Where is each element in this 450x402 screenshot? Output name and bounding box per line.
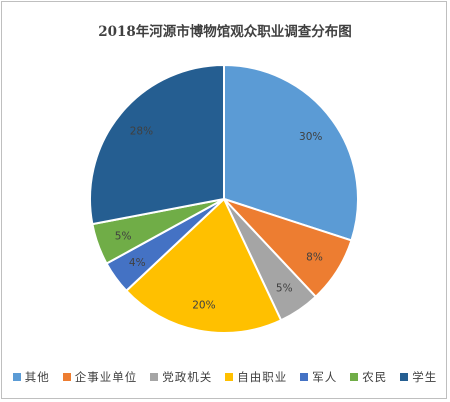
pie-slices xyxy=(89,63,359,334)
pie-label-2: 8% xyxy=(306,251,323,263)
chart-title: 2018年河源市博物馆观众职业调查分布图 xyxy=(98,24,352,40)
legend-label: 企事业单位 xyxy=(74,370,138,384)
legend-item-5: 军人 xyxy=(300,369,337,385)
legend-item-7: 学生 xyxy=(400,369,437,385)
legend-swatch xyxy=(62,373,71,381)
legend-swatch xyxy=(150,373,159,381)
pie-slice-1 xyxy=(223,63,359,242)
legend-item-2: 企事业单位 xyxy=(62,369,138,385)
legend-label: 党政机关 xyxy=(162,370,213,384)
legend-label: 其他 xyxy=(24,370,50,384)
chart-legend: 其他 企事业单位 党政机关 自由职业 军人 农民 学生 xyxy=(0,369,450,385)
pie-label-3: 5% xyxy=(276,283,293,295)
pie-slice-4 xyxy=(124,197,283,334)
legend-item-4: 自由职业 xyxy=(225,369,287,385)
pie-label-1: 30% xyxy=(299,131,322,143)
legend-swatch xyxy=(225,373,234,381)
legend-swatch xyxy=(400,373,409,381)
legend-label: 学生 xyxy=(412,370,438,384)
pie-slice-7 xyxy=(89,63,225,226)
legend-label: 军人 xyxy=(312,370,338,384)
pie-label-5: 4% xyxy=(129,257,146,269)
pie-label-4: 20% xyxy=(192,299,215,311)
legend-label: 自由职业 xyxy=(237,370,288,384)
legend-swatch xyxy=(300,373,309,381)
legend-item-6: 农民 xyxy=(350,369,387,385)
legend-item-3: 党政机关 xyxy=(150,369,212,385)
pie-label-7: 28% xyxy=(130,126,153,138)
legend-swatch xyxy=(350,373,359,381)
legend-item-1: 其他 xyxy=(12,369,50,385)
legend-label: 农民 xyxy=(362,370,388,384)
pie-label-6: 5% xyxy=(115,230,132,242)
legend-swatch xyxy=(12,373,21,381)
pie-labels: 30% 8% 5% 20% 4% 5% 28% xyxy=(115,126,323,312)
